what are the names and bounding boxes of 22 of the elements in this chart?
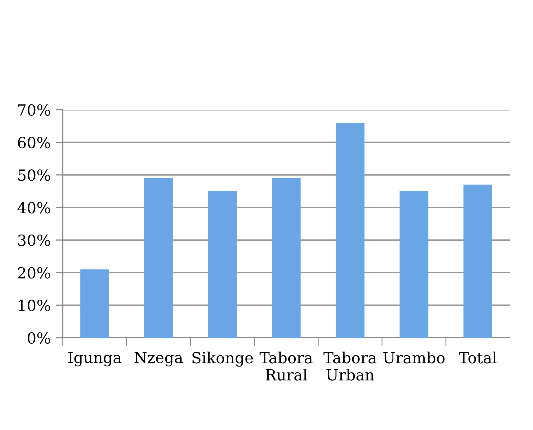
bar [336, 123, 365, 338]
y-tick-label: 60% [18, 137, 50, 149]
y-tick-label: 50% [18, 170, 50, 182]
y-tick-label: 30% [18, 234, 50, 246]
y-tick-label: 70% [18, 104, 50, 116]
x-tick-label: Sikonge [192, 352, 254, 367]
y-tick-label: 20% [18, 267, 50, 279]
x-tick-label: Tabora Urban [324, 352, 377, 381]
bar [80, 270, 110, 338]
x-tick-label: Urambo [384, 352, 445, 364]
x-tick-label: Igunga [68, 352, 122, 367]
x-tick-label: Total [459, 352, 497, 364]
y-tick-label: 40% [18, 202, 50, 214]
y-tick-label: 0% [28, 332, 50, 344]
bar [400, 191, 429, 338]
y-tick-label: 10% [19, 300, 50, 312]
bar [208, 191, 238, 338]
bar [272, 178, 301, 338]
bar [144, 178, 174, 338]
bar [464, 184, 492, 338]
x-tick-label: Tabora Rural [260, 352, 313, 381]
x-tick-label: Nzega [134, 352, 184, 367]
